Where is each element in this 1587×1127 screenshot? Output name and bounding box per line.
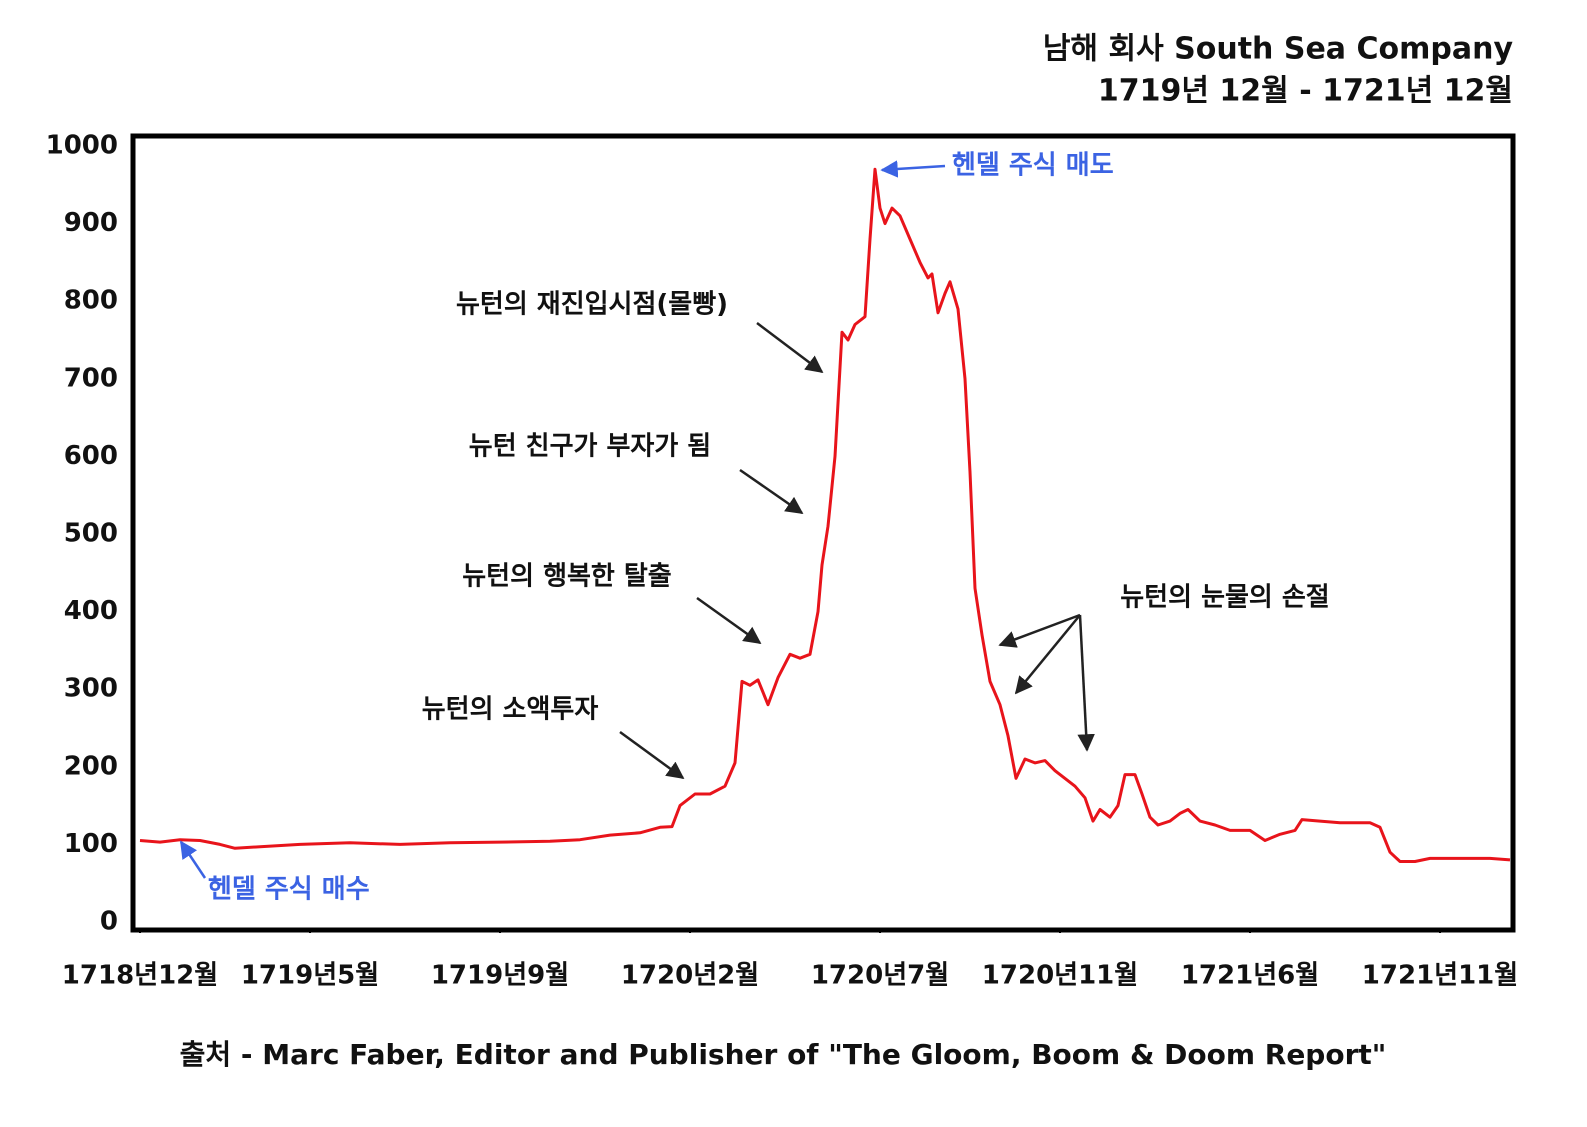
- y-tick-label: 0: [100, 907, 118, 937]
- price-line: [139, 167, 1511, 863]
- y-tick-label: 900: [64, 208, 118, 238]
- annotation: 뉴턴의 재진입시점(몰빵): [456, 290, 728, 320]
- x-tick-label: 1721년11월: [1362, 961, 1518, 991]
- y-tick-label: 700: [64, 363, 118, 393]
- chart-subtitle: 1719년 12월 - 1721년 12월: [1098, 74, 1513, 109]
- annotation: 헨델 주식 매수: [208, 875, 370, 905]
- annotation-arrow: [619, 730, 685, 780]
- x-tick-label: 1720년11월: [982, 961, 1138, 991]
- annotation-arrow: [998, 613, 1081, 648]
- y-tick-label: 800: [64, 286, 118, 316]
- y-tick-label: 300: [64, 674, 118, 704]
- plot-area: 0 100 200 300 400 500 600 700 800 900 1000 1718년12월…: [46, 131, 1519, 991]
- annotation-arrow: [179, 840, 207, 879]
- annotation: 뉴턴 친구가 부자가 됨: [469, 432, 711, 462]
- y-tick-label: 500: [64, 519, 118, 549]
- y-tick-label: 200: [64, 751, 118, 781]
- y-tick-label: 1000: [46, 131, 118, 161]
- x-tick-label: 1721년6월: [1181, 961, 1319, 991]
- annotation-arrow: [1077, 614, 1095, 752]
- y-tick-label: 100: [64, 829, 118, 859]
- x-tick-label: 1720년7월: [811, 961, 949, 991]
- annotation-arrow: [696, 596, 762, 645]
- x-tick-label: 1719년5월: [241, 961, 379, 991]
- source-note: 출처 - Marc Faber, Editor and Publisher of…: [180, 1038, 1387, 1071]
- chart-title: 남해 회사 South Sea Company: [1043, 32, 1514, 67]
- annotation-arrow: [1014, 614, 1081, 695]
- y-tick-label: 600: [64, 441, 118, 471]
- plot-frame: [130, 133, 1516, 933]
- annotation: 뉴턴의 눈물의 손절: [1120, 583, 1329, 613]
- x-tick-label: 1718년12월: [62, 961, 218, 991]
- annotation: 헨델 주식 매도: [952, 151, 1114, 181]
- y-tick-label: 400: [64, 596, 118, 626]
- x-tick-label: 1720년2월: [621, 961, 759, 991]
- annotation-arrow: [739, 468, 804, 515]
- annotation: 뉴턴의 행복한 탈출: [462, 562, 671, 592]
- annotation-arrow: [756, 322, 824, 374]
- annotation: 뉴턴의 소액투자: [422, 695, 599, 725]
- x-tick-label: 1719년9월: [431, 961, 569, 991]
- annotation-arrow: [880, 160, 946, 178]
